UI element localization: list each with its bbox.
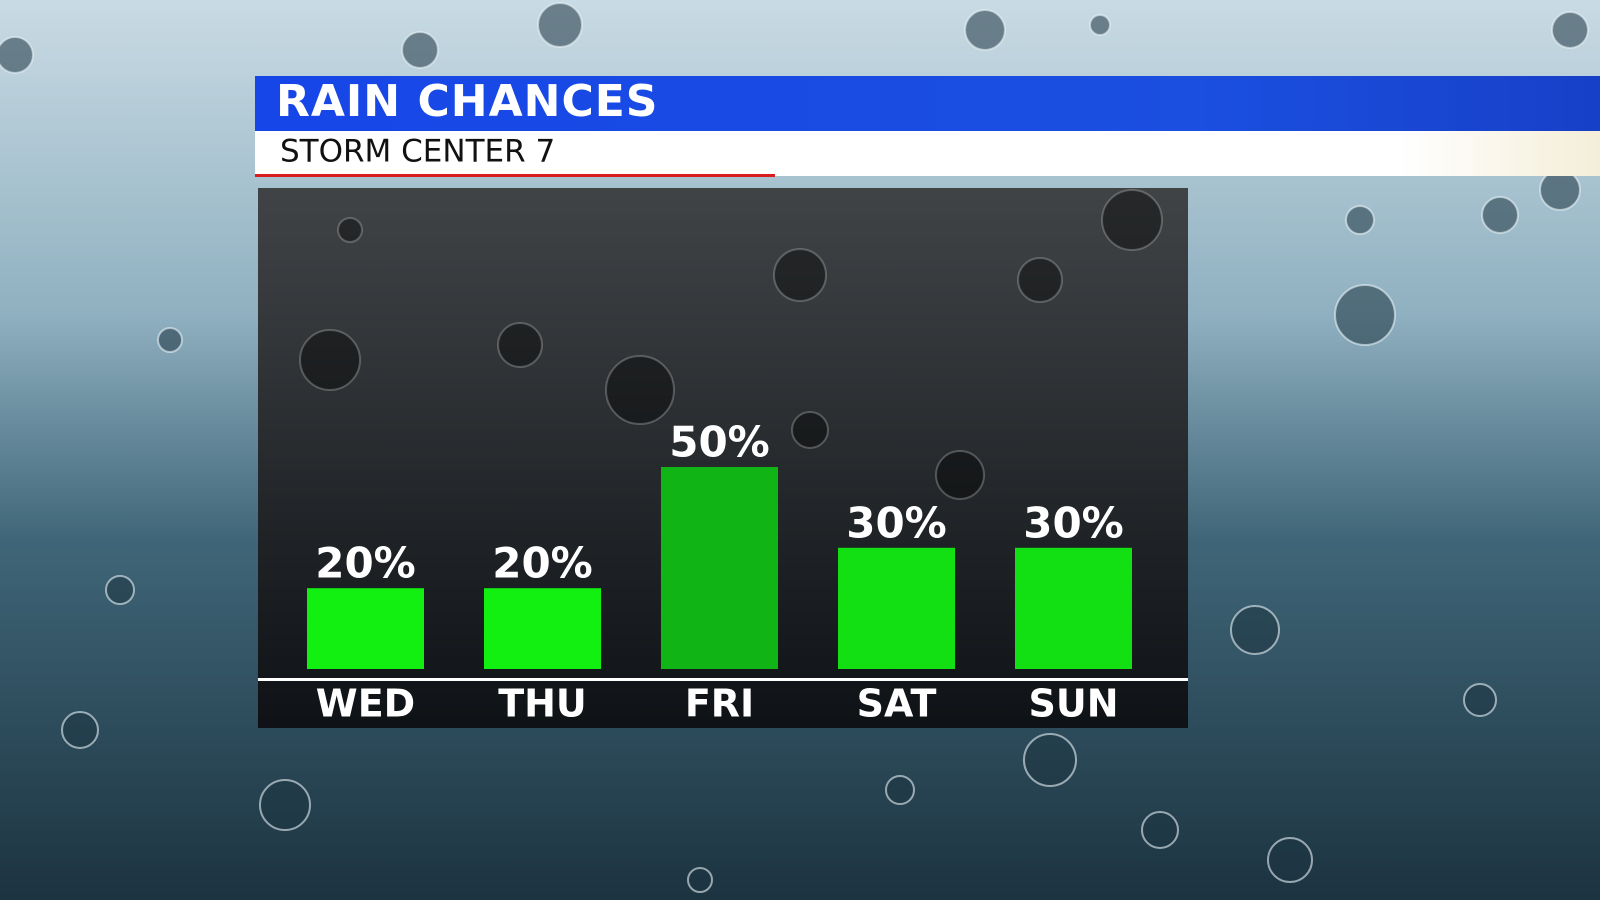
subtitle-accent [255,174,775,177]
value-label: 20% [315,539,416,588]
chart-subtitle: STORM CENTER 7 [280,134,555,170]
x-tick-label: WED [316,682,415,726]
panel-raindrops [299,189,1163,500]
bar [1015,547,1132,669]
subtitle-bar [255,131,1600,176]
x-tick-label: FRI [685,682,754,726]
x-tick-label: SUN [1028,682,1118,726]
bar [838,547,955,669]
value-label: 20% [492,539,593,588]
chart-title: RAIN CHANCES [276,76,658,127]
x-tick-label: THU [498,682,587,726]
bar [661,467,778,669]
x-tick-label: SAT [857,682,937,726]
value-label: 30% [846,498,947,547]
title-bar [255,76,1600,131]
bar [484,588,601,669]
baseline [258,678,1188,681]
value-label: 30% [1023,498,1124,547]
value-label: 50% [669,418,770,467]
bar [307,588,424,669]
